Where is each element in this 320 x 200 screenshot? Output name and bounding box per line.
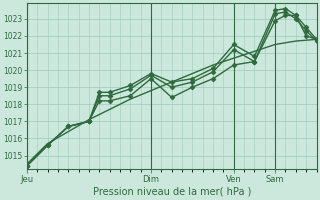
X-axis label: Pression niveau de la mer( hPa ): Pression niveau de la mer( hPa ) xyxy=(92,187,251,197)
